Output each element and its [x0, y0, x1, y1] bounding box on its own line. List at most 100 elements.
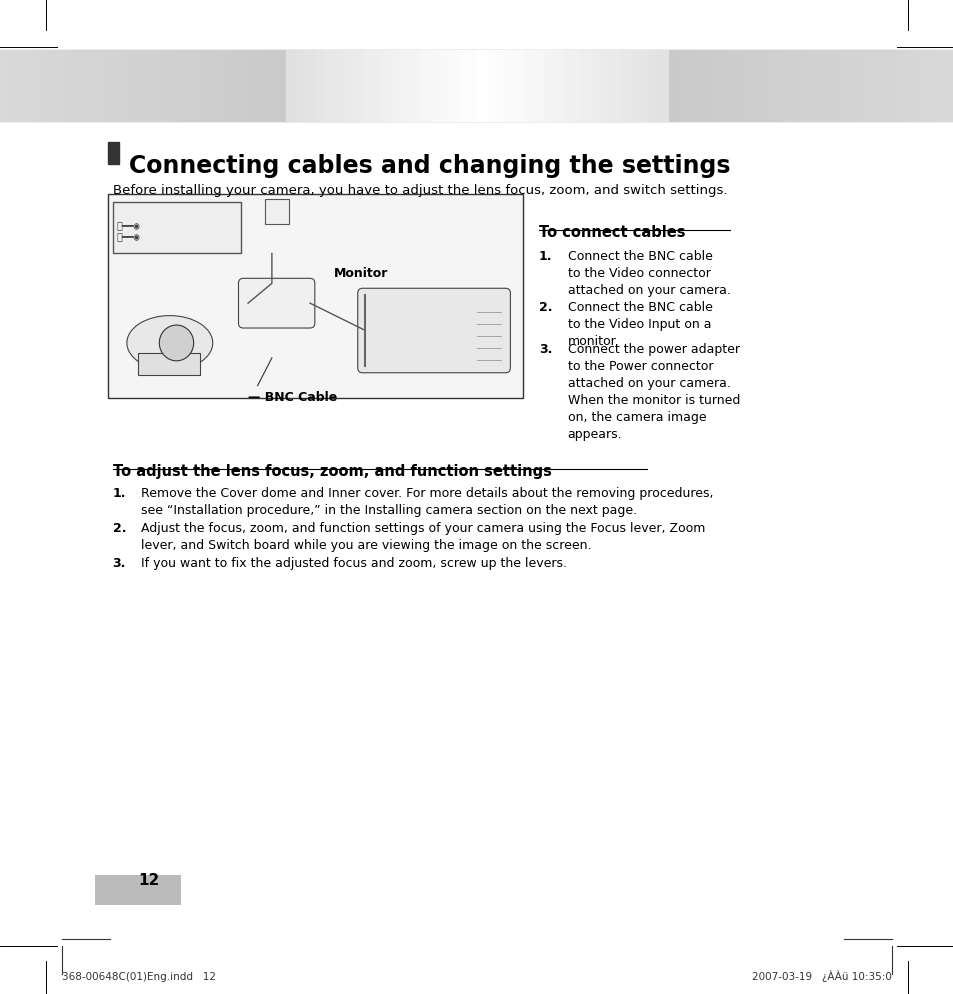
- Text: Connect the BNC cable
to the Video connector
attached on your camera.: Connect the BNC cable to the Video conne…: [567, 250, 730, 297]
- Bar: [400, 50, 410, 121]
- Bar: [505, 50, 515, 121]
- Bar: [438, 50, 448, 121]
- Bar: [524, 50, 534, 121]
- Bar: [581, 50, 591, 121]
- Bar: [515, 50, 524, 121]
- Bar: [515, 50, 524, 121]
- Bar: [600, 50, 610, 121]
- Bar: [152, 50, 162, 121]
- Bar: [410, 50, 419, 121]
- Bar: [457, 50, 467, 121]
- Bar: [19, 50, 29, 121]
- Bar: [353, 50, 362, 121]
- Text: Monitor: Monitor: [334, 267, 387, 280]
- Bar: [305, 50, 314, 121]
- Bar: [381, 50, 391, 121]
- Bar: [438, 50, 448, 121]
- Bar: [677, 50, 686, 121]
- Bar: [610, 50, 619, 121]
- Bar: [305, 50, 314, 121]
- Bar: [553, 50, 562, 121]
- Bar: [562, 50, 572, 121]
- FancyBboxPatch shape: [357, 288, 510, 373]
- Bar: [286, 50, 295, 121]
- Bar: [57, 50, 67, 121]
- Bar: [400, 50, 410, 121]
- Bar: [391, 50, 400, 121]
- Bar: [276, 50, 286, 121]
- Bar: [381, 50, 391, 121]
- Bar: [372, 50, 381, 121]
- Bar: [543, 50, 553, 121]
- Bar: [29, 50, 38, 121]
- Text: Connect the BNC cable
to the Video Input on a
monitor.: Connect the BNC cable to the Video Input…: [567, 301, 712, 348]
- Bar: [572, 50, 581, 121]
- Bar: [781, 50, 791, 121]
- Text: 2007-03-19   ¿ÀÀü 10:35:0: 2007-03-19 ¿ÀÀü 10:35:0: [751, 970, 891, 982]
- Text: Adjust the focus, zoom, and function settings of your camera using the Focus lev: Adjust the focus, zoom, and function set…: [141, 522, 705, 552]
- Bar: [648, 50, 658, 121]
- Bar: [591, 50, 600, 121]
- Bar: [467, 50, 476, 121]
- Bar: [486, 50, 496, 121]
- Bar: [886, 50, 896, 121]
- Bar: [295, 50, 305, 121]
- Bar: [48, 50, 57, 121]
- Bar: [124, 50, 133, 121]
- Bar: [810, 50, 820, 121]
- Bar: [467, 50, 476, 121]
- Bar: [772, 50, 781, 121]
- Bar: [505, 50, 515, 121]
- Bar: [448, 50, 457, 121]
- Bar: [95, 50, 105, 121]
- Bar: [877, 50, 886, 121]
- Bar: [619, 50, 629, 121]
- Bar: [457, 50, 467, 121]
- Bar: [86, 50, 95, 121]
- Ellipse shape: [127, 316, 213, 371]
- Bar: [410, 50, 419, 121]
- Text: If you want to fix the adjusted focus and zoom, screw up the levers.: If you want to fix the adjusted focus an…: [141, 557, 567, 570]
- Text: Connect the power adapter
to the Power connector
attached on your camera.
When t: Connect the power adapter to the Power c…: [567, 343, 740, 441]
- Bar: [534, 50, 543, 121]
- Bar: [314, 50, 324, 121]
- Bar: [162, 50, 172, 121]
- Bar: [133, 50, 143, 121]
- Bar: [105, 50, 114, 121]
- Bar: [343, 50, 353, 121]
- Bar: [762, 50, 772, 121]
- Bar: [686, 50, 696, 121]
- Bar: [248, 50, 257, 121]
- Bar: [543, 50, 553, 121]
- Text: 3.: 3.: [112, 557, 126, 570]
- Bar: [476, 50, 486, 121]
- Bar: [743, 50, 753, 121]
- Bar: [362, 50, 372, 121]
- Bar: [848, 50, 858, 121]
- Bar: [191, 50, 200, 121]
- Bar: [238, 50, 248, 121]
- Bar: [619, 50, 629, 121]
- Bar: [324, 50, 334, 121]
- Text: 12: 12: [138, 873, 159, 889]
- Bar: [658, 50, 667, 121]
- Bar: [112, 202, 241, 253]
- Bar: [429, 50, 438, 121]
- Bar: [353, 50, 362, 121]
- Bar: [210, 50, 219, 121]
- Bar: [658, 50, 667, 121]
- Text: To connect cables: To connect cables: [538, 225, 685, 240]
- Bar: [429, 50, 438, 121]
- Bar: [314, 50, 324, 121]
- Text: 368-00648C(01)Eng.indd   12: 368-00648C(01)Eng.indd 12: [62, 972, 215, 982]
- Bar: [76, 50, 86, 121]
- Bar: [362, 50, 372, 121]
- Bar: [324, 50, 334, 121]
- Text: 1.: 1.: [538, 250, 552, 263]
- Bar: [114, 50, 124, 121]
- Bar: [95, 875, 181, 905]
- Text: Remove the Cover dome and Inner cover. For more details about the removing proce: Remove the Cover dome and Inner cover. F…: [141, 487, 713, 517]
- Bar: [343, 50, 353, 121]
- Bar: [553, 50, 562, 121]
- Bar: [334, 50, 343, 121]
